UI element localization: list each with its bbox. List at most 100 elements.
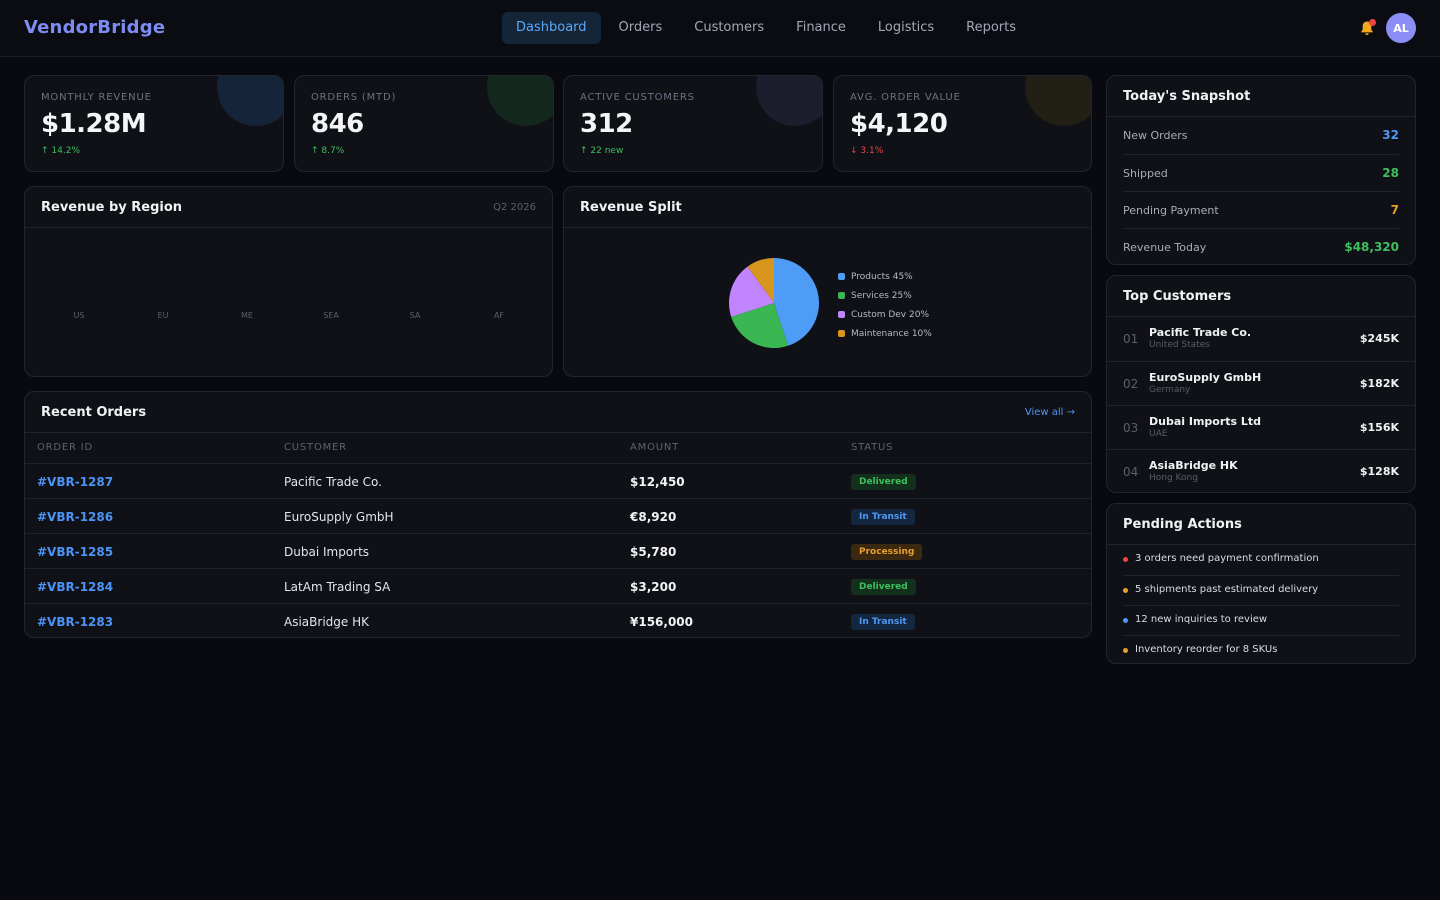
order-id-link[interactable]: #VBR-1283 <box>37 615 114 629</box>
nav-orders[interactable]: Orders <box>618 20 663 35</box>
card-title: Pending Actions <box>1123 517 1242 532</box>
customer-country: Hong Kong <box>1149 473 1198 483</box>
legend-swatch <box>838 330 845 337</box>
region-label-sea: SEA <box>323 311 339 320</box>
todays-snapshot-card: Today's Snapshot New Orders 32 Shipped 2… <box>1106 75 1416 265</box>
pending-action-item[interactable]: 5 shipments past estimated delivery <box>1123 575 1399 605</box>
recent-orders-card: Recent Orders View all → ORDER ID CUSTOM… <box>24 391 1092 638</box>
customer-row[interactable]: 01 Pacific Trade Co. United States $245K <box>1107 317 1415 361</box>
revenue-by-region-card: Revenue by Region Q2 2026 US EU ME SEA S… <box>24 186 553 377</box>
app-logo[interactable]: VendorBridge <box>24 17 166 38</box>
pie-slice[interactable] <box>729 266 774 317</box>
pending-action-item[interactable]: Inventory reorder for 8 SKUs <box>1123 635 1399 663</box>
customer-revenue: $182K <box>1359 377 1399 390</box>
legend-item: Services 25% <box>838 286 932 305</box>
revenue-split-card: Revenue Split Products 45% Services 25% … <box>563 186 1092 377</box>
status-dot <box>1123 618 1128 623</box>
snapshot-label: New Orders <box>1123 129 1188 142</box>
pie-slice[interactable] <box>747 258 774 303</box>
customer-row[interactable]: 03 Dubai Imports Ltd UAE $156K <box>1107 405 1415 449</box>
snapshot-value: 7 <box>1390 203 1399 217</box>
nav-reports[interactable]: Reports <box>966 20 1017 35</box>
card-header: Recent Orders View all → <box>25 392 1091 433</box>
legend-label: Products 45% <box>851 271 913 282</box>
kpi-orders-mtd: ORDERS (MTD) 846 ↑ 8.7% <box>294 75 554 172</box>
snapshot-label: Pending Payment <box>1123 204 1219 217</box>
user-avatar[interactable]: AL <box>1386 13 1416 43</box>
order-id-link[interactable]: #VBR-1287 <box>37 475 114 489</box>
nav-logistics[interactable]: Logistics <box>877 20 935 35</box>
kpi-decoration <box>1025 76 1091 126</box>
status-dot <box>1123 648 1128 653</box>
order-id-link[interactable]: #VBR-1285 <box>37 545 114 559</box>
period-label[interactable]: Q2 2026 <box>493 202 536 213</box>
kpi-avg-order-value: AVG. ORDER VALUE $4,120 ↓ 3.1% <box>833 75 1092 172</box>
revenue-split-pie[interactable] <box>728 257 820 349</box>
kpi-value: 846 <box>311 109 364 139</box>
order-id-link[interactable]: #VBR-1284 <box>37 580 114 594</box>
customer-country: UAE <box>1149 429 1168 439</box>
table-row[interactable]: #VBR-1283 AsiaBridge HK ¥156,000 In Tran… <box>25 603 1091 637</box>
legend-item: Maintenance 10% <box>838 324 932 343</box>
customer-name: Pacific Trade Co. <box>1149 326 1252 339</box>
customer-country: United States <box>1149 340 1210 350</box>
card-header: Top Customers <box>1107 276 1415 317</box>
order-amount: €8,920 <box>630 510 677 524</box>
legend-item: Custom Dev 20% <box>838 305 932 324</box>
card-header: Pending Actions <box>1107 504 1415 545</box>
kpi-change: ↑ 14.2% <box>41 146 80 156</box>
nav-customers[interactable]: Customers <box>694 20 765 35</box>
nav-dashboard[interactable]: Dashboard <box>502 12 601 44</box>
order-amount: $12,450 <box>630 475 685 489</box>
customer-rank: 04 <box>1123 465 1139 479</box>
kpi-label: MONTHLY REVENUE <box>41 92 152 103</box>
col-header-status[interactable]: STATUS <box>851 442 894 453</box>
order-amount: $3,200 <box>630 580 677 594</box>
order-customer: LatAm Trading SA <box>284 580 391 594</box>
top-customers-card: Top Customers 01 Pacific Trade Co. Unite… <box>1106 275 1416 493</box>
legend-label: Custom Dev 20% <box>851 309 929 320</box>
snapshot-label: Shipped <box>1123 167 1168 180</box>
pending-action-text: 3 orders need payment confirmation <box>1135 553 1319 564</box>
pending-action-item[interactable]: 3 orders need payment confirmation <box>1123 545 1399 575</box>
main-nav: Dashboard Orders Customers Finance Logis… <box>502 12 1034 44</box>
order-customer: Pacific Trade Co. <box>284 475 382 489</box>
kpi-label: ORDERS (MTD) <box>311 92 397 103</box>
status-badge: In Transit <box>851 509 915 525</box>
table-row[interactable]: #VBR-1287 Pacific Trade Co. $12,450 Deli… <box>25 463 1091 498</box>
snapshot-label: Revenue Today <box>1123 241 1207 254</box>
customer-name: EuroSupply GmbH <box>1149 371 1262 384</box>
table-row[interactable]: #VBR-1284 LatAm Trading SA $3,200 Delive… <box>25 568 1091 603</box>
pie-legend: Products 45% Services 25% Custom Dev 20%… <box>838 267 932 343</box>
customer-row[interactable]: 02 EuroSupply GmbH Germany $182K <box>1107 361 1415 405</box>
top-bar: VendorBridge Dashboard Orders Customers … <box>0 0 1440 57</box>
order-id-link[interactable]: #VBR-1286 <box>37 510 114 524</box>
kpi-decoration <box>217 76 283 126</box>
customer-revenue: $128K <box>1359 465 1399 478</box>
col-header-amount[interactable]: AMOUNT <box>630 442 680 453</box>
customer-rank: 03 <box>1123 421 1139 435</box>
col-header-order-id[interactable]: ORDER ID <box>37 442 94 453</box>
pie-slice[interactable] <box>774 258 819 346</box>
snapshot-row: Pending Payment 7 <box>1123 191 1399 228</box>
status-dot <box>1123 557 1128 562</box>
pending-action-text: 12 new inquiries to review <box>1135 614 1268 625</box>
region-label-eu: EU <box>157 311 169 320</box>
customer-row[interactable]: 04 AsiaBridge HK Hong Kong $128K <box>1107 449 1415 492</box>
pending-action-item[interactable]: 12 new inquiries to review <box>1123 605 1399 635</box>
status-dot <box>1123 588 1128 593</box>
kpi-decoration <box>487 76 553 126</box>
table-row[interactable]: #VBR-1286 EuroSupply GmbH €8,920 In Tran… <box>25 498 1091 533</box>
card-title: Revenue Split <box>580 200 682 215</box>
col-header-customer[interactable]: CUSTOMER <box>284 442 347 453</box>
legend-item: Products 45% <box>838 267 932 286</box>
pending-action-text: 5 shipments past estimated delivery <box>1135 584 1319 595</box>
card-title: Today's Snapshot <box>1123 89 1251 104</box>
pie-slice[interactable] <box>731 303 788 348</box>
table-row[interactable]: #VBR-1285 Dubai Imports $5,780 Processin… <box>25 533 1091 568</box>
card-title: Top Customers <box>1123 289 1232 304</box>
nav-finance[interactable]: Finance <box>796 20 846 35</box>
view-all-link[interactable]: View all → <box>1024 407 1075 418</box>
status-badge: Processing <box>851 544 923 560</box>
card-header: Revenue by Region Q2 2026 <box>25 187 552 228</box>
